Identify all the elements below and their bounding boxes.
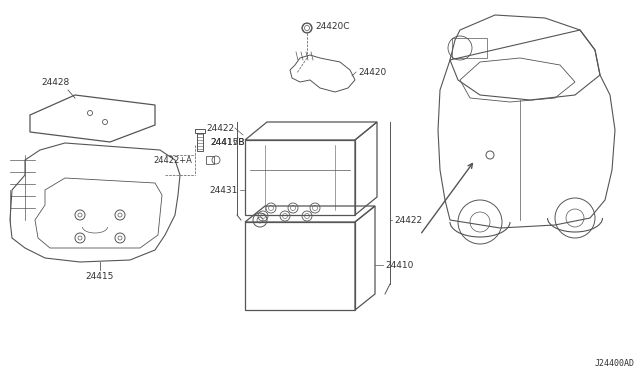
Bar — [452, 38, 487, 58]
Text: 24415: 24415 — [86, 272, 114, 281]
Text: 24410: 24410 — [385, 260, 413, 269]
Bar — [206, 156, 214, 164]
Bar — [245, 140, 355, 215]
Text: 24420: 24420 — [358, 67, 387, 77]
Text: 2441√B: 2441√B — [210, 138, 244, 147]
Bar — [195, 129, 205, 133]
Bar — [197, 133, 203, 151]
Text: J24400AD: J24400AD — [595, 359, 635, 368]
Text: 24422+A: 24422+A — [153, 155, 192, 164]
Text: 24420C: 24420C — [315, 22, 349, 31]
Text: 24422: 24422 — [394, 215, 422, 224]
Text: 24428: 24428 — [41, 78, 69, 87]
Text: 24415B: 24415B — [210, 138, 244, 147]
Text: 24422: 24422 — [206, 124, 234, 132]
Bar — [245, 222, 355, 310]
Text: 24431: 24431 — [210, 186, 238, 195]
